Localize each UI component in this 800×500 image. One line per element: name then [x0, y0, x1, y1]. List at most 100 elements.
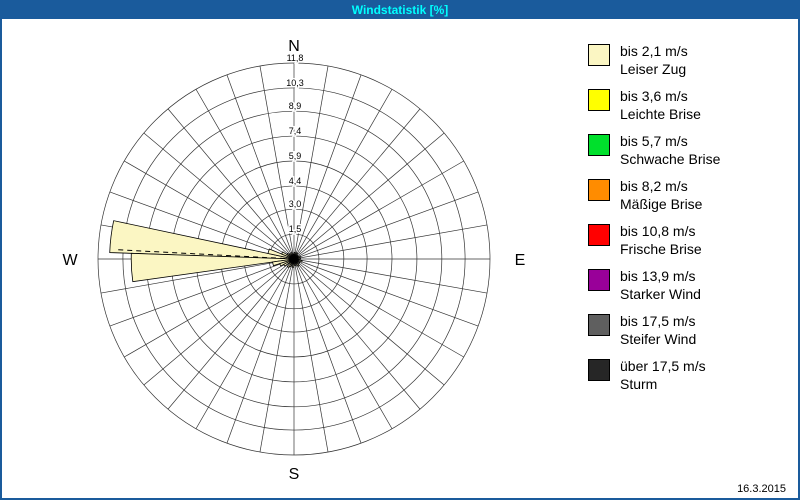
date-label: 16.3.2015	[737, 483, 786, 495]
grid-spoke	[259, 65, 295, 260]
compass-label-e: E	[515, 252, 526, 269]
legend-color-swatch	[588, 179, 610, 201]
grid-spoke	[293, 191, 479, 260]
grid-spoke	[293, 89, 393, 260]
grid-spoke	[143, 258, 295, 386]
legend-text: bis 3,6 m/s Leichte Brise	[620, 87, 701, 123]
grid-spoke	[143, 132, 295, 260]
grid-spoke	[293, 258, 479, 327]
windrose-chart: 1,5 3,0 4,4 5,9 7,4 8,9 10,3 11,8N S W E	[62, 38, 525, 483]
legend-text: bis 8,2 m/s Mäßige Brise	[620, 177, 702, 213]
wind-petal	[283, 258, 295, 267]
legend-name-label: Steifer Wind	[620, 331, 697, 347]
grid-spoke	[293, 258, 421, 410]
grid-spoke	[124, 160, 295, 260]
legend-color-swatch	[588, 359, 610, 381]
grid-spoke	[195, 89, 295, 260]
ring-label: 5,9	[289, 151, 302, 161]
legend-text: über 17,5 m/s Sturm	[620, 357, 706, 393]
legend-name-label: Mäßige Brise	[620, 196, 703, 212]
grid-spoke	[293, 224, 488, 260]
legend-color-swatch	[588, 224, 610, 246]
ring-label: 7,4	[289, 126, 302, 136]
grid-spoke	[167, 258, 295, 410]
wind-petal	[293, 257, 302, 260]
legend-item: bis 3,6 m/s Leichte Brise	[588, 87, 793, 123]
ring-labels: 1,5 3,0 4,4 5,9 7,4 8,9 10,3 11,8	[285, 52, 306, 236]
legend-speed-label: bis 2,1 m/s	[620, 43, 688, 59]
legend-color-swatch	[588, 89, 610, 111]
legend-name-label: Leiser Zug	[620, 61, 687, 77]
mean-direction-line	[118, 249, 295, 260]
wind-petal	[130, 252, 295, 283]
legend-text: bis 2,1 m/s Leiser Zug	[620, 42, 688, 78]
grid-spoke	[293, 160, 464, 260]
legend-speed-label: bis 5,7 m/s	[620, 133, 688, 149]
title-bar: Windstatistik [%]	[2, 2, 798, 19]
legend-item: bis 13,9 m/s Starker Wind	[588, 267, 793, 303]
legend-name-label: Sturm	[620, 376, 658, 392]
legend-text: bis 13,9 m/s Starker Wind	[620, 267, 701, 303]
grid-spoke	[293, 132, 445, 260]
legend-color-swatch	[588, 44, 610, 66]
grid-spoke	[167, 108, 295, 260]
grid-spoke	[109, 258, 295, 327]
ring-label: 4,4	[289, 176, 302, 186]
grid-spoke	[293, 258, 362, 444]
legend-name-label: Leichte Brise	[620, 106, 701, 122]
wind-petal	[293, 258, 301, 265]
wind-petal	[293, 255, 301, 260]
wind-petal	[286, 258, 295, 269]
compass-label-w: W	[62, 252, 78, 269]
legend-text: bis 17,5 m/s Steifer Wind	[620, 312, 696, 348]
legend-speed-label: über 17,5 m/s	[620, 358, 706, 374]
grid-spoke	[293, 108, 421, 260]
wind-petal	[109, 220, 295, 260]
legend-name-label: Schwache Brise	[620, 151, 721, 167]
ring-label: 8,9	[289, 101, 302, 111]
compass-label-s: S	[289, 466, 300, 483]
grid-spoke	[293, 258, 329, 453]
legend-item: bis 10,8 m/s Frische Brise	[588, 222, 793, 258]
window-title: Windstatistik [%]	[351, 3, 449, 17]
legend-color-swatch	[588, 134, 610, 156]
grid-spoke	[226, 74, 295, 260]
wind-petals	[109, 220, 303, 283]
compass-labels: N S W E	[62, 38, 525, 483]
legend-name-label: Frische Brise	[620, 241, 702, 257]
grid-spoke	[109, 191, 295, 260]
legend-color-swatch	[588, 314, 610, 336]
legend-speed-label: bis 13,9 m/s	[620, 268, 696, 284]
legend-speed-label: bis 3,6 m/s	[620, 88, 688, 104]
legend-item: über 17,5 m/s Sturm	[588, 357, 793, 393]
grid-spoke	[293, 65, 329, 260]
legend: bis 2,1 m/s Leiser Zug bis 3,6 m/s Leich…	[588, 42, 793, 402]
legend-item: bis 5,7 m/s Schwache Brise	[588, 132, 793, 168]
legend-item: bis 8,2 m/s Mäßige Brise	[588, 177, 793, 213]
wind-petal	[293, 258, 297, 267]
grid-spoke	[226, 258, 295, 444]
ring-label: 1,5	[289, 224, 302, 234]
wind-petal	[293, 258, 300, 267]
grid-spoke	[195, 258, 295, 429]
legend-speed-label: bis 17,5 m/s	[620, 313, 696, 329]
grid-spoke	[100, 258, 295, 294]
wind-petal	[288, 253, 295, 260]
grid-spoke	[293, 258, 393, 429]
legend-item: bis 2,1 m/s Leiser Zug	[588, 42, 793, 78]
grid-spoke	[124, 258, 295, 358]
compass-label-n: N	[288, 38, 300, 55]
legend-text: bis 5,7 m/s Schwache Brise	[620, 132, 720, 168]
ring-label: 11,8	[287, 53, 304, 63]
legend-text: bis 10,8 m/s Frische Brise	[620, 222, 702, 258]
legend-name-label: Starker Wind	[620, 286, 701, 302]
legend-speed-label: bis 8,2 m/s	[620, 178, 688, 194]
legend-speed-label: bis 10,8 m/s	[620, 223, 696, 239]
legend-item: bis 17,5 m/s Steifer Wind	[588, 312, 793, 348]
grid-spoke	[293, 74, 362, 260]
wind-petal	[293, 258, 303, 263]
ring-label: 3,0	[289, 199, 302, 209]
grid-spoke	[293, 258, 488, 294]
wind-petal	[290, 252, 295, 260]
